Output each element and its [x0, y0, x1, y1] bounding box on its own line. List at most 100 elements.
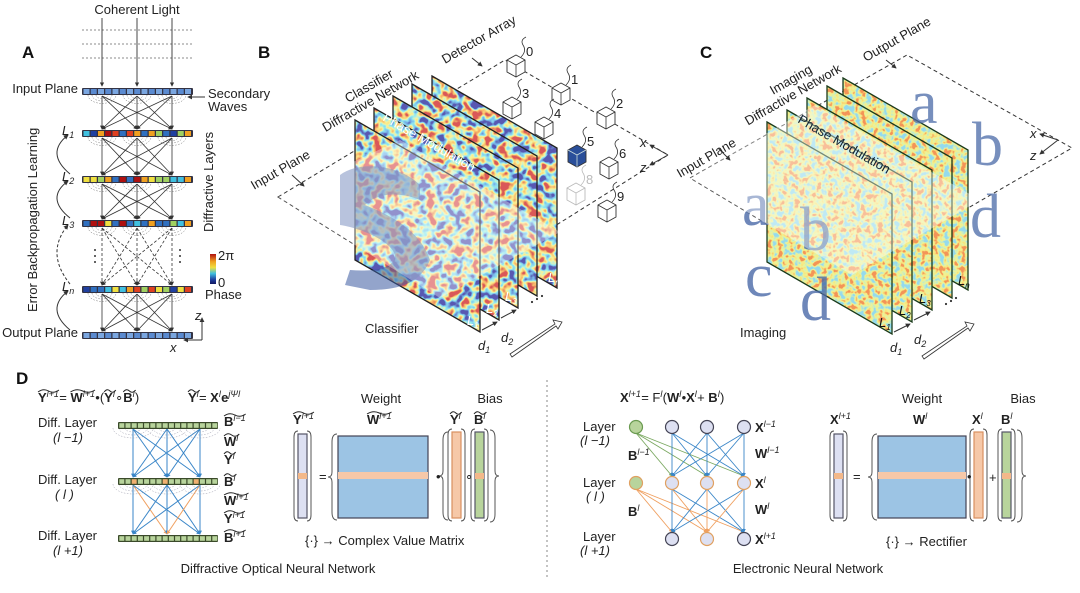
detector: 6 — [599, 138, 626, 180]
math-superscript: l — [238, 389, 241, 399]
neuron-node — [699, 531, 715, 547]
bias-node — [628, 475, 644, 491]
coherent-light-label: Coherent Light — [94, 2, 180, 17]
diffractive-layer-bar — [118, 478, 218, 485]
tilde-mark — [103, 389, 117, 393]
product-sign: • — [967, 469, 972, 484]
panel-d: D Yl+1 = Wl+1 •(Yl ∘Bl ) Yl = Xl ejΨ l D… — [16, 369, 1036, 580]
neuron-node — [736, 475, 752, 491]
input-plane-overlay — [690, 105, 980, 275]
panel-label-c: C — [700, 43, 712, 62]
math-symbol: B — [628, 448, 637, 463]
product-sign: • — [436, 469, 441, 484]
detector: 3 — [502, 78, 529, 120]
layer-label: L2 — [486, 301, 498, 318]
layer-index: (l −1) — [53, 430, 83, 445]
hadamard-sign: ∘ — [465, 469, 473, 484]
tilde-mark — [223, 492, 249, 496]
tilde-mark — [223, 433, 240, 437]
distance-label: d1 — [478, 338, 490, 355]
diffractive-layers-label: Diffractive Layers — [201, 131, 216, 232]
weight-matrix-label: Wl+1 — [367, 411, 392, 427]
neuron-node — [699, 475, 715, 491]
output-plane-bar — [82, 332, 193, 339]
tilde-mark — [366, 411, 392, 415]
math-superscript: l−1 — [637, 447, 649, 457]
neuron-node — [664, 475, 680, 491]
math-superscript: l — [695, 389, 698, 399]
tilde-mark — [473, 411, 487, 415]
bias-heading: Bias — [1010, 391, 1036, 406]
math-symbol: X — [686, 390, 695, 405]
output-letter: b — [972, 111, 1003, 179]
input-plane-arrow — [717, 147, 731, 161]
math-symbol: W — [224, 493, 237, 508]
propagation-arrow — [509, 319, 563, 358]
layer-label-ln: Ln — [62, 279, 74, 296]
input-letter: c — [745, 242, 773, 310]
math-superscript: l−1 — [767, 445, 779, 455]
math-superscript: l — [718, 389, 721, 399]
math-symbol: Y — [224, 511, 233, 526]
math-symbol: • — [682, 390, 687, 405]
z-axis-label: z — [194, 308, 202, 323]
detector: 9 — [597, 181, 624, 223]
tilde-mark — [223, 510, 246, 514]
detector-label: 2 — [616, 96, 623, 111]
weight-label: Wl — [755, 501, 770, 517]
math-symbol: B — [628, 504, 637, 519]
detector-label: 9 — [617, 189, 624, 204]
enn-diagram — [628, 419, 752, 547]
donn-title: Diffractive Optical Neural Network — [181, 561, 376, 576]
layer-name: Diff. Layer — [38, 415, 98, 430]
donn-matrix-equation — [293, 428, 500, 523]
diffractive-layer-bar — [118, 422, 218, 429]
input-plane-bar — [82, 88, 193, 95]
caption-imaging: Imaging — [740, 325, 786, 340]
math-symbol: W — [367, 412, 380, 427]
output-letters: a b d — [910, 69, 1003, 251]
math-superscript: l — [459, 411, 462, 421]
axes-indicator: z x — [169, 308, 205, 355]
panel-label-a: A — [22, 43, 34, 62]
detector-label: 6 — [619, 146, 626, 161]
math-symbol: = — [199, 390, 210, 405]
output-plane-label: Output Plane — [2, 325, 78, 340]
phase-colorbar — [210, 254, 216, 284]
math-superscript: l+1 — [83, 389, 95, 399]
math-symbol: B — [123, 390, 132, 405]
output-vector-label: Yl+1 — [293, 411, 314, 427]
phase-layer-plane — [766, 120, 893, 336]
z-axis-label: z — [1029, 148, 1037, 163]
layer-index: (l +1) — [53, 543, 83, 558]
panel-label-b: B — [258, 43, 270, 62]
math-superscript: l — [233, 451, 236, 461]
layer-label: L1 — [467, 313, 479, 330]
bias-vector-label: Bl — [1001, 411, 1013, 427]
activation-label: Xl+1 — [755, 531, 776, 547]
donn-diagram — [112, 422, 221, 542]
output-plane-arrow — [885, 59, 897, 69]
input-letter: d — [800, 266, 831, 334]
detector-label: 3 — [522, 86, 529, 101]
math-superscript: l — [637, 503, 640, 513]
backprop-arrow — [56, 290, 71, 331]
layer-index: ( l ) — [586, 489, 605, 504]
math-symbol: Y — [293, 412, 302, 427]
bias-label: Bl−1 — [628, 447, 650, 463]
math-superscript: l — [133, 389, 136, 399]
output-plane-label: Output Plane — [860, 14, 933, 65]
math-superscript: l+1 — [236, 492, 248, 502]
donn-equation: Yl+1 = Wl+1 •(Yl ∘Bl ) — [38, 389, 139, 405]
math-symbol: X — [755, 420, 764, 435]
layer-index: ( l ) — [55, 487, 74, 502]
propagation-arrow — [921, 321, 975, 360]
layer-name: Diff. Layer — [38, 472, 98, 487]
colorbar-min: 0 — [218, 275, 225, 290]
layer-label: Ln — [958, 273, 970, 290]
output-vector-label: Xl+1 — [830, 411, 851, 427]
math-symbol: X — [755, 476, 764, 491]
panel-c: C a b c d a b d Input Plane ImagingDiffr… — [674, 14, 1074, 360]
layer-labels: L1 L2 L3 Ln d1 d2 — [467, 270, 563, 358]
